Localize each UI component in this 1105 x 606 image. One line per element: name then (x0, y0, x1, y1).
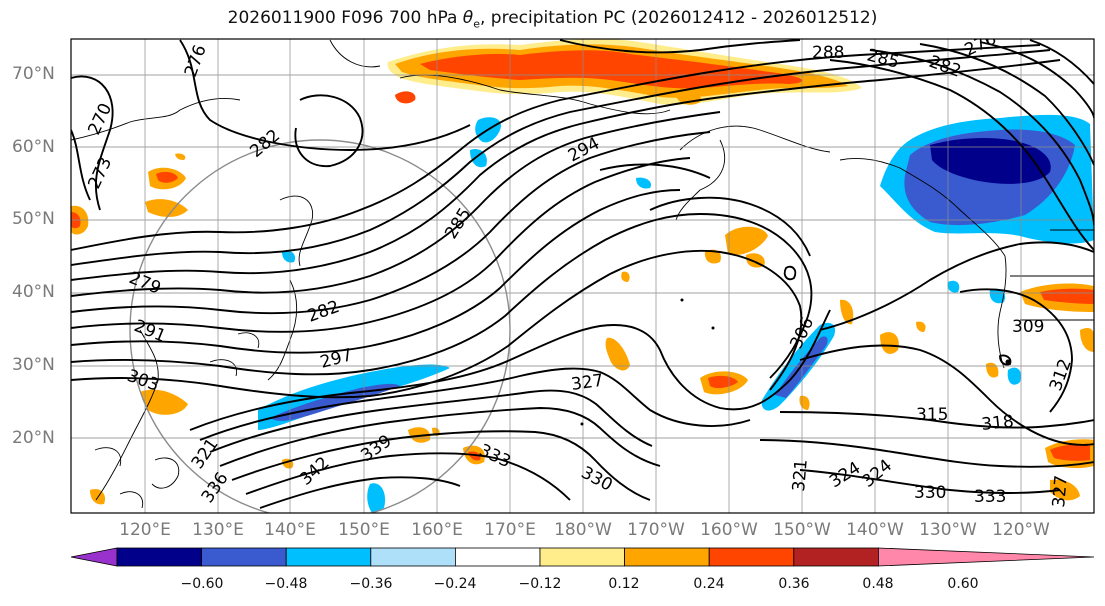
lon-label: 130°W (919, 520, 977, 540)
lat-label: 50°N (12, 209, 55, 229)
coastlines (71, 39, 1094, 509)
markers (580, 298, 1011, 426)
colorbar-tick-label: −0.12 (518, 576, 562, 592)
colorbar-tick-label: 0.12 (608, 576, 640, 592)
reference-circle (129, 139, 511, 513)
colorbar-extend-max (878, 547, 1095, 567)
lon-label: 140°W (846, 520, 904, 540)
colorbar (70, 547, 1095, 567)
contour-label: 288 (812, 43, 844, 63)
colorbar-segment (454, 547, 541, 567)
colorbar-segment (708, 547, 795, 567)
contour-label: 321 (789, 458, 812, 492)
colorbar-segment (624, 547, 710, 567)
contour-labels: 276 270 273 282 288 285 282 276 294 285 … (84, 39, 1075, 508)
contour-label: 309 (1012, 317, 1044, 337)
figure-title: 2026011900 F096 700 hPa θe, precipitatio… (227, 8, 878, 31)
colorbar-tick-label: −0.36 (349, 576, 393, 592)
contour-label: 318 (980, 412, 1014, 435)
lat-label: 40°N (12, 282, 55, 302)
colorbar-segment (201, 547, 287, 567)
theta-e-contours (71, 39, 1094, 509)
colorbar-segment (793, 547, 879, 567)
lon-label: 120°W (992, 520, 1050, 540)
contour-label: 327 (570, 371, 605, 395)
colorbar-segment (539, 547, 625, 567)
colorbar-segment (370, 547, 456, 567)
lon-label: 160°W (700, 520, 758, 540)
colorbar-segment (285, 547, 372, 567)
lon-label: 140°E (264, 520, 316, 540)
lat-label: 60°N (12, 137, 55, 157)
lon-label: 120°E (119, 520, 171, 540)
colorbar-tick-label: 0.24 (693, 576, 725, 592)
lat-label: 70°N (12, 64, 55, 84)
colorbar-tick-label: −0.48 (264, 576, 308, 592)
colorbar-tick-label: 0.36 (778, 576, 810, 592)
lon-label: 130°E (192, 520, 244, 540)
colorbar-tick-label: 0.48 (862, 576, 894, 592)
lon-label: 160°E (411, 520, 463, 540)
lon-label: 170°E (484, 520, 536, 540)
map-panel: 276 270 273 282 288 285 282 276 294 285 … (71, 39, 1094, 513)
colorbar-tick-label: 0.60 (947, 576, 979, 592)
colorbar-segment (116, 547, 202, 567)
lat-label: 20°N (12, 428, 55, 448)
contour-label: 315 (916, 405, 948, 425)
grid-lines (71, 39, 1094, 513)
contour-label: 333 (974, 487, 1006, 507)
colorbar-tick-label: −0.24 (433, 576, 477, 592)
contour-label: 327 (1049, 474, 1072, 508)
lon-label: 180°W (554, 520, 612, 540)
lon-label: 150°W (773, 520, 831, 540)
lon-label: 170°W (627, 520, 685, 540)
colorbar-tick-label: −0.60 (180, 576, 224, 592)
contour-label: 330 (914, 483, 946, 503)
lat-label: 30°N (12, 355, 55, 375)
lon-label: 150°E (338, 520, 390, 540)
colorbar-extend-min (70, 547, 118, 567)
map-frame (70, 38, 1095, 514)
